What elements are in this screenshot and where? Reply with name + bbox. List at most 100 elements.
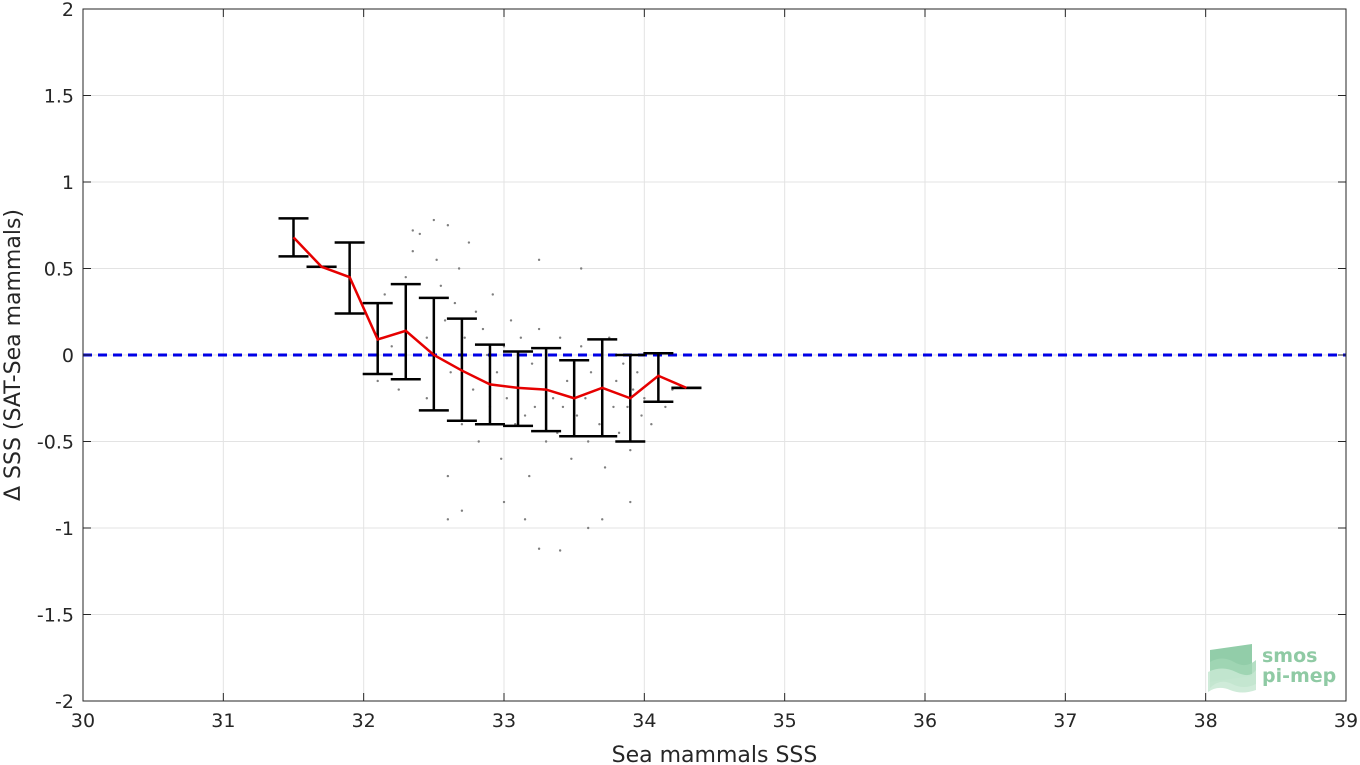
x-tick-label: 36	[913, 710, 937, 732]
scatter-point	[528, 474, 531, 478]
scatter-point	[519, 336, 523, 339]
y-tick-label: 0	[62, 345, 74, 367]
scatter-point	[537, 327, 541, 331]
scatter-point	[446, 518, 450, 521]
scatter-point	[502, 500, 506, 504]
scatter-point	[575, 414, 579, 417]
x-tick-label: 30	[71, 710, 95, 732]
scatter-point	[631, 388, 635, 391]
scatter-point	[505, 397, 509, 400]
scatter-point	[533, 405, 537, 409]
scatter-point	[530, 362, 534, 365]
y-tick-label: 2	[62, 0, 74, 21]
mean-line	[292, 236, 687, 400]
y-tick-label: 1.5	[44, 86, 74, 108]
logo-text-line2: pi-mep	[1262, 665, 1336, 687]
scatter-point	[404, 275, 407, 279]
scatter-point	[584, 397, 587, 400]
scatter-point	[474, 310, 478, 313]
scatter-point	[499, 457, 503, 460]
y-tick-label: -2	[55, 691, 74, 713]
scatter-point	[612, 405, 615, 409]
waves-logo-icon	[1208, 644, 1256, 693]
smos-pimep-logo: smos pi-mep	[1208, 644, 1336, 693]
scatter-point	[579, 267, 583, 270]
x-tick-label: 33	[492, 710, 516, 732]
scatter-point	[425, 397, 429, 400]
scatter-point	[457, 267, 461, 270]
scatter-point	[425, 336, 429, 339]
scatter-point	[587, 440, 590, 443]
y-tick-label: -0.5	[37, 432, 74, 454]
scatter-point	[439, 284, 443, 287]
scatter-point	[467, 241, 471, 244]
scatter-point	[640, 414, 643, 417]
x-tick-label: 37	[1053, 710, 1077, 732]
scatter-point	[523, 518, 527, 521]
x-tick-label: 38	[1194, 710, 1218, 732]
scatter-point	[432, 218, 436, 222]
y-tick-label: -1	[55, 518, 74, 540]
logo-text-line1: smos	[1262, 645, 1317, 667]
scatter-point	[565, 379, 569, 383]
scatter-point	[411, 229, 414, 232]
scatter-point	[615, 379, 618, 383]
scatter-point	[544, 440, 548, 443]
scatter-point	[558, 549, 562, 552]
y-tick-label: -1.5	[37, 605, 74, 627]
scatter-point	[626, 405, 629, 409]
scatter-point	[561, 405, 565, 409]
y-tick-label: 1	[62, 172, 74, 194]
scatter-point	[491, 293, 494, 296]
x-tick-label: 34	[632, 710, 656, 732]
x-tick-label: 39	[1334, 710, 1358, 732]
scatter-point	[376, 379, 379, 383]
scatter-point	[471, 388, 475, 391]
x-tick-label: 35	[773, 710, 797, 732]
scatter-point	[622, 362, 625, 365]
scatter-point	[523, 414, 527, 417]
scatter-point	[570, 457, 573, 460]
x-tick-label: 32	[352, 710, 376, 732]
scatter-point	[589, 371, 593, 374]
x-axis-title: Sea mammals SSS	[612, 743, 818, 765]
scatter-point	[509, 319, 513, 322]
scatter-point	[453, 301, 457, 305]
scatter-point	[383, 293, 386, 296]
scatter-point	[477, 440, 480, 443]
scatter-point	[495, 371, 499, 374]
scatter-point	[460, 423, 464, 426]
scatter-point	[418, 232, 421, 236]
scatter-point	[449, 371, 452, 374]
scatter-point	[435, 258, 438, 262]
scatter-point	[636, 371, 639, 374]
scatter-point	[390, 345, 393, 348]
scatter-point	[463, 336, 466, 339]
scatter-point	[579, 345, 583, 348]
y-axis-title: Δ SSS (SAT-Sea mammals)	[1, 209, 26, 501]
scatter-point	[643, 397, 646, 400]
scatter-point	[629, 448, 632, 452]
scatter-point	[443, 319, 447, 322]
scatter-point	[551, 397, 555, 400]
scatter-point	[664, 405, 667, 409]
scatter-point	[558, 336, 562, 339]
scatter-point	[411, 250, 414, 253]
y-tick-label: 0.5	[44, 259, 74, 281]
x-tick-label: 31	[211, 710, 235, 732]
scatter-point	[650, 423, 653, 426]
scatter-point	[617, 431, 621, 435]
scatter-point	[446, 474, 450, 478]
scatter-point	[601, 518, 604, 521]
scatter-point	[603, 466, 607, 469]
scatter-point	[598, 423, 601, 426]
x-axis-ticks: 30 31 32 33 34 35 36 37 38 39	[71, 9, 1358, 732]
scatter-point	[485, 353, 489, 357]
scatter-point	[537, 547, 541, 550]
scatter-point	[446, 224, 450, 227]
scatter-point	[397, 388, 400, 391]
scatter-point	[587, 526, 590, 530]
scatter-point	[537, 258, 541, 262]
scatter-point	[460, 509, 464, 512]
